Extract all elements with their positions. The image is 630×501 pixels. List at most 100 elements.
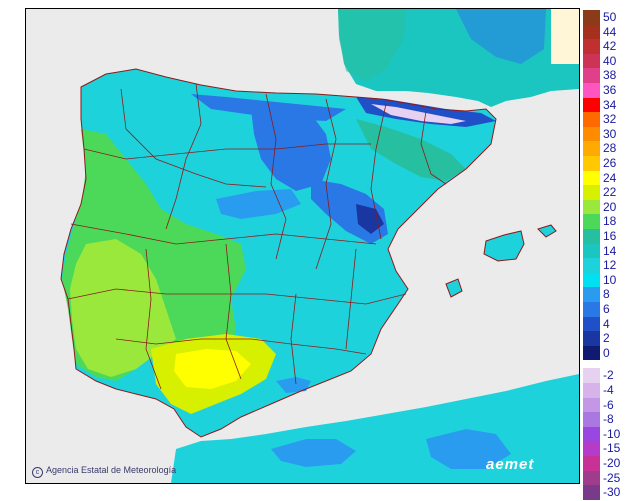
- legend-entry: -6: [583, 397, 630, 414]
- legend-swatch: [583, 426, 600, 442]
- legend-swatch: [583, 185, 600, 200]
- legend-swatch: [583, 302, 600, 317]
- legend-swatch: [583, 316, 600, 332]
- legend-label: -8: [603, 412, 614, 427]
- legend-swatch: [583, 287, 600, 302]
- province-border: [120, 88, 267, 188]
- legend-swatch: [583, 397, 600, 413]
- legend-label: 50: [603, 10, 617, 24]
- legend-label: -15: [603, 441, 621, 456]
- legend-label: -25: [603, 470, 621, 485]
- legend-swatch: [583, 368, 600, 383]
- iberian-system-core: [356, 204, 384, 234]
- legend-entry: 22: [583, 185, 630, 201]
- mallorca-coastline: [483, 230, 525, 262]
- legend-label: 18: [603, 214, 617, 229]
- province-border: [165, 83, 202, 230]
- legend-entry: 8: [583, 287, 630, 303]
- legend-swatch: [583, 24, 600, 40]
- legend-swatch: [583, 229, 600, 244]
- legend-entry: 28: [583, 141, 630, 157]
- legend-entry: 18: [583, 214, 630, 230]
- copyright-icon: c: [32, 467, 43, 478]
- legend-entry: -15: [583, 441, 630, 457]
- province-borders: [67, 83, 447, 390]
- aemet-logo: aemet: [486, 456, 535, 473]
- legend-swatch: [583, 258, 600, 273]
- rif-mountains-cold: [271, 439, 356, 467]
- province-border: [420, 110, 447, 185]
- legend-label: 12: [603, 258, 617, 273]
- france-coastal-band: [338, 9, 406, 81]
- legend-entry: 42: [583, 39, 630, 55]
- legend-swatch: [583, 156, 600, 171]
- legend-label: 8: [603, 287, 610, 302]
- legend-swatch: [583, 345, 600, 361]
- legend-label: -30: [603, 485, 621, 500]
- legend-label: -2: [603, 368, 614, 383]
- legend-label: 32: [603, 112, 617, 127]
- atlas-cold-area: [426, 429, 511, 469]
- legend-label: 36: [603, 83, 617, 97]
- legend-entry: -2: [583, 368, 630, 384]
- ebro-valley-area: [356, 119, 466, 181]
- legend-label: 4: [603, 316, 610, 331]
- legend-swatch: [583, 456, 600, 471]
- legend-swatch: [583, 383, 600, 398]
- legend-swatch: [583, 53, 600, 69]
- legend-label: 0: [603, 345, 610, 360]
- legend-swatch: [583, 412, 600, 427]
- legend-label: 22: [603, 185, 617, 200]
- pyrenees-peaks: [371, 104, 466, 124]
- legend-entry: 44: [583, 24, 630, 41]
- legend-entry: 10: [583, 272, 630, 289]
- legend-swatch: [583, 83, 600, 98]
- legend-entry: -25: [583, 470, 630, 487]
- legend-entry: 20: [583, 199, 630, 216]
- legend-entry: -30: [583, 485, 630, 501]
- legend-entry: 26: [583, 156, 630, 172]
- legend-swatch: [583, 68, 600, 83]
- legend-entry: 2: [583, 331, 630, 347]
- legend-swatch: [583, 272, 600, 288]
- legend-label: 16: [603, 229, 617, 243]
- legend-label: -4: [603, 383, 614, 397]
- aemet-credit: c Agencia Estatal de Meteorología: [32, 465, 176, 478]
- legend-label: 40: [603, 53, 617, 68]
- central-system-cold: [216, 189, 301, 219]
- legend-entry: 32: [583, 112, 630, 128]
- province-border: [67, 288, 407, 305]
- legend-label: -6: [603, 397, 614, 412]
- province-border: [115, 338, 367, 355]
- province-border: [83, 143, 371, 160]
- guadalquivir-core: [174, 349, 251, 389]
- legend-entry: 24: [583, 170, 630, 187]
- legend-label: 38: [603, 68, 617, 83]
- menorca-coastline: [537, 224, 557, 238]
- province-border: [225, 243, 242, 380]
- legend-swatch: [583, 39, 600, 54]
- coastlines: [60, 68, 557, 438]
- legend-swatch: [583, 485, 600, 500]
- province-border: [345, 248, 357, 350]
- legend-label: 44: [603, 24, 617, 39]
- cantabrian-mountains-cold: [191, 94, 346, 121]
- legend-entry: -4: [583, 383, 630, 399]
- legend-label: -20: [603, 456, 621, 470]
- legend-label: -10: [603, 426, 621, 441]
- temperature-legend: 50 44 42 40 38 36 34 32 30 28 26 24 22 20 18 16 14 12 10 8 6…: [583, 10, 630, 500]
- legend-swatch: [583, 470, 600, 486]
- legend-entry: -10: [583, 426, 630, 443]
- province-border: [265, 93, 287, 260]
- legend-label: 6: [603, 302, 610, 316]
- legend-entry: 34: [583, 97, 630, 114]
- legend-label: 20: [603, 199, 617, 214]
- legend-label: 24: [603, 170, 617, 185]
- legend-entry: -8: [583, 412, 630, 428]
- legend-label: 30: [603, 126, 617, 141]
- legend-entry: 4: [583, 316, 630, 333]
- province-border: [370, 103, 387, 240]
- legend-swatch: [583, 170, 600, 186]
- legend-swatch: [583, 141, 600, 156]
- sierra-nevada-cold: [276, 377, 311, 393]
